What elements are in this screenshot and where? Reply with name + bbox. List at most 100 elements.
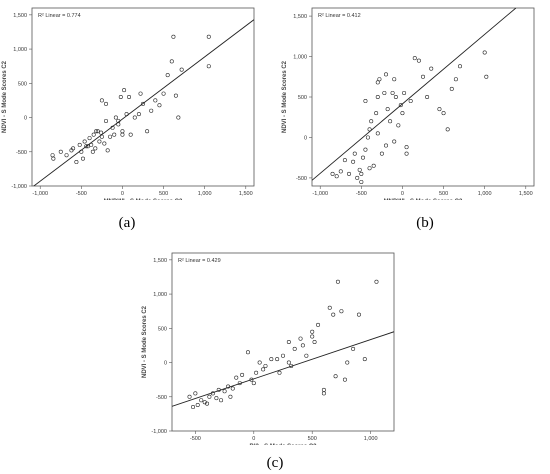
scatter-point (138, 91, 143, 96)
scatter-point (484, 74, 489, 79)
x-tick-label: 0 (401, 191, 404, 197)
scatter-point (392, 139, 397, 144)
scatter-point (71, 146, 76, 151)
x-axis-label: MNDWI - S Mode Scores C2 (384, 199, 463, 200)
scatter-point (112, 132, 117, 137)
panel-label-a: (a) (118, 215, 136, 231)
y-tick-label: 500 (298, 95, 307, 101)
scatter-point (441, 111, 446, 116)
y-axis-label: NDVI - S Mode Scores C2 (282, 60, 288, 133)
scatter-point (95, 129, 100, 134)
scatter-point (74, 160, 79, 165)
scatter-point (363, 147, 368, 152)
scatter-point (379, 151, 384, 156)
y-tick-label: 1,500 (13, 13, 27, 19)
y-tick-label: 500 (158, 326, 167, 332)
scatter-point (195, 402, 200, 407)
scatter-point (122, 88, 127, 93)
y-tick-label: 1,500 (153, 258, 167, 264)
scatter-point (404, 145, 409, 150)
scatter-point (334, 174, 339, 179)
scatter-point (145, 129, 150, 134)
panel-label-b: (b) (416, 215, 434, 231)
scatter-point (289, 363, 294, 368)
scatter-point (304, 353, 309, 358)
scatter-point (141, 101, 146, 106)
scatter-point (113, 115, 118, 120)
scatter-point (80, 156, 85, 161)
scatter-point (228, 394, 233, 399)
scatter-point (261, 367, 266, 372)
scatter-point (210, 391, 215, 396)
scatter-point (214, 396, 219, 401)
scatter-point (375, 80, 380, 85)
x-tick-label: 1,000 (364, 436, 378, 442)
scatter-point (327, 305, 332, 310)
scatter-point (153, 98, 158, 103)
plot-frame (31, 7, 255, 187)
scatter-point (132, 115, 137, 120)
scatter-point (375, 95, 380, 100)
scatter-point (275, 357, 280, 362)
scatter-point (355, 175, 360, 180)
scatter-point (362, 357, 367, 362)
scatter-point (118, 95, 123, 100)
scatter-point (91, 132, 96, 137)
scatter-point (408, 99, 413, 104)
scatter-point (390, 90, 395, 95)
scatter-point (286, 340, 291, 345)
x-axis-label: MNDWI - S Mode Scores C2 (104, 199, 183, 200)
scatter-point (359, 179, 364, 184)
scatter-point (169, 59, 174, 64)
scatter-point (384, 143, 389, 148)
scatter-point (352, 151, 357, 156)
x-tick-label: 1,000 (198, 191, 212, 197)
scatter-point (206, 34, 211, 39)
y-tick-label: -500 (296, 176, 307, 182)
scatter-point (342, 377, 347, 382)
scatter-point (298, 336, 303, 341)
scatter-point (412, 56, 417, 61)
x-tick-label: -1,000 (32, 191, 48, 197)
x-tick-label: -500 (356, 191, 367, 197)
y-tick-label: -1,000 (11, 184, 27, 190)
scatter-point (84, 144, 89, 149)
y-tick-label: 0 (304, 135, 307, 141)
scatter-point (400, 111, 405, 116)
scatter-point (374, 279, 379, 284)
scatter-point (351, 159, 356, 164)
scatter-point (136, 112, 141, 117)
scatter-point (374, 111, 379, 116)
scatter-plot-b: -1,000 -500 0 500 1,000 1,500 -500 0 500 1,000 1,5… (282, 7, 535, 205)
scatter-point (77, 142, 82, 147)
scatter-point (360, 155, 365, 160)
scatter-point (102, 141, 107, 146)
scatter-point (230, 386, 235, 391)
scatter-point (124, 112, 129, 117)
scatter-point (90, 149, 95, 154)
scatter-point (339, 309, 344, 314)
scatter-point (365, 135, 370, 140)
scatter-point (179, 67, 184, 72)
scatter-point (263, 363, 268, 368)
scatter-point (104, 118, 109, 123)
scatter-point (425, 95, 430, 100)
scatter-point (382, 90, 387, 95)
scatter-point (351, 346, 356, 351)
scatter-point (216, 387, 221, 392)
scatter-point (85, 144, 90, 149)
scatter-point (99, 134, 104, 139)
x-tick-label: 1,500 (239, 191, 253, 197)
scatter-point (375, 131, 380, 136)
scatter-point (64, 153, 69, 158)
y-axis-label: NDVI - S Mode Scores C2 (142, 305, 148, 378)
scatter-point (82, 139, 87, 144)
scatter-point (292, 346, 297, 351)
scatter-point (191, 405, 196, 410)
scatter-point (347, 171, 352, 176)
x-tick-label: 500 (159, 191, 168, 197)
y-tick-label: 0 (24, 116, 27, 122)
scatter-point (99, 98, 104, 103)
x-tick-label: -500 (76, 191, 87, 197)
scatter-point (99, 130, 104, 135)
